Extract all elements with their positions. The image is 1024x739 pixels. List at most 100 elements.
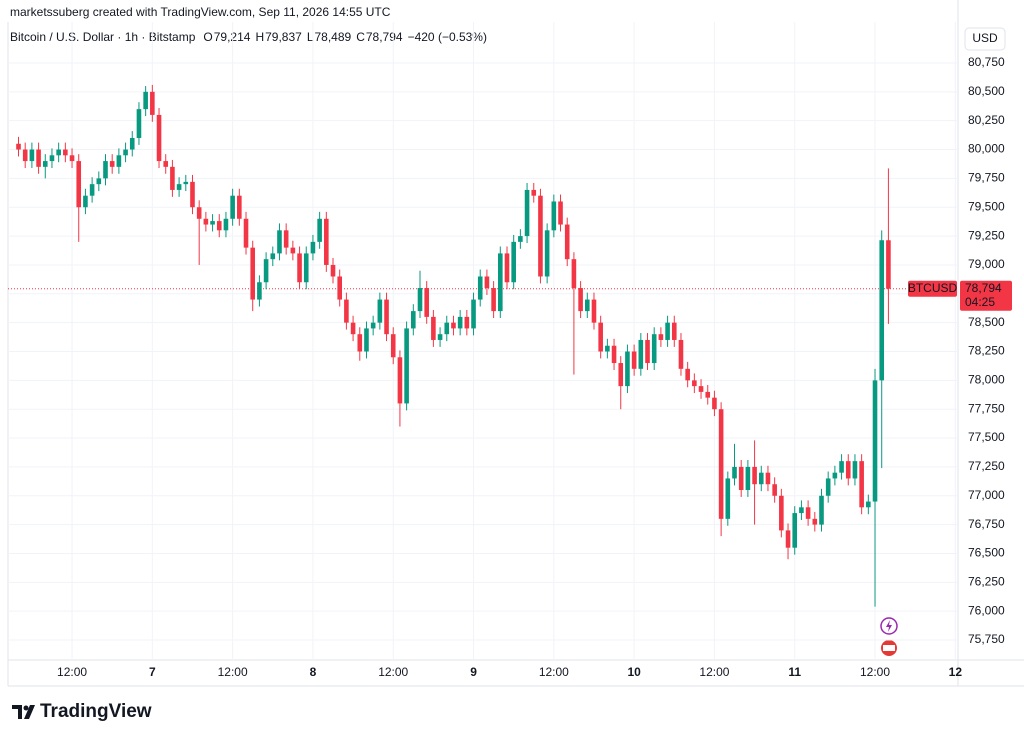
x-tick-label: 12:00 [699, 665, 729, 679]
legend-key: H [255, 30, 264, 44]
candle-body [685, 368, 690, 381]
candle-body [658, 334, 664, 340]
candle-body [618, 363, 624, 387]
candle-body [384, 299, 389, 335]
event-icon-bolt [886, 620, 892, 632]
candle-body [364, 328, 369, 352]
candle-body [116, 155, 122, 167]
candle-body [163, 161, 169, 167]
candle-body [839, 461, 844, 473]
candle-body [825, 478, 831, 496]
candle-body [257, 282, 262, 300]
candle-body [324, 218, 329, 265]
candle-body [317, 218, 322, 242]
y-tick-label: 77,500 [968, 430, 1005, 444]
candle-body [705, 391, 711, 398]
y-tick-label: 77,000 [968, 488, 1005, 502]
candle-body [732, 466, 737, 479]
x-tick-label: 7 [149, 665, 156, 679]
candle-body [651, 334, 657, 364]
symbol-tag-bg [908, 280, 957, 297]
candle-body [471, 299, 476, 329]
price-tag-bg [960, 280, 1012, 311]
legend-key: O [203, 30, 212, 44]
logo-icon-dot [23, 705, 29, 711]
candle-body [497, 253, 503, 312]
candle-body [872, 380, 878, 502]
candle-body [551, 201, 557, 231]
candle-body [491, 288, 496, 312]
y-tick-label: 80,000 [968, 142, 1005, 156]
candle-body [671, 322, 677, 340]
y-tick-label: 76,500 [968, 546, 1005, 560]
candle-body [738, 466, 744, 490]
y-tick-label: 79,000 [968, 257, 1005, 271]
candle-body [578, 288, 583, 312]
candle-body [357, 334, 363, 352]
candle-body [852, 461, 858, 479]
candle-body [564, 224, 570, 260]
x-tick-label: 12:00 [57, 665, 87, 679]
candle-body [69, 155, 75, 162]
candle-body [29, 149, 35, 162]
candle-body [712, 397, 717, 410]
candle-body [397, 357, 403, 404]
candle-body [183, 181, 189, 185]
candle-body [350, 322, 356, 335]
candle-body [36, 149, 41, 167]
candle-body [524, 189, 530, 237]
candle-body [417, 288, 423, 312]
candle-body [571, 259, 577, 289]
y-tick-label: 76,250 [968, 574, 1005, 588]
x-tick-label: 12:00 [539, 665, 569, 679]
candle-body [337, 276, 343, 300]
legend-key: C [356, 30, 365, 44]
logo-icon [12, 705, 35, 719]
candle-body [103, 161, 108, 179]
candle-body [83, 195, 88, 208]
logo: TradingView [12, 701, 152, 722]
candle-body [631, 351, 637, 369]
candle-body [196, 207, 202, 219]
candle-body [879, 240, 885, 381]
candle-body [477, 276, 483, 300]
candle-body [752, 466, 757, 485]
candle-body [297, 253, 302, 283]
candle-body [484, 276, 490, 289]
candle-body [210, 221, 215, 225]
candle-body [49, 155, 55, 162]
y-tick-label: 80,250 [968, 113, 1005, 127]
candle-body [678, 339, 684, 369]
candle-body [16, 143, 21, 150]
candle-body [123, 149, 128, 156]
candle-body [725, 478, 731, 519]
candle-body [96, 178, 102, 185]
candle-body [237, 195, 242, 219]
candle-body [190, 181, 195, 208]
candle-body [531, 189, 537, 196]
candle-body [718, 409, 724, 519]
candle-body [859, 461, 864, 508]
symbol-line: Bitcoin / U.S. Dollar · 1h · Bitstamp [10, 30, 196, 44]
candle-body [457, 316, 463, 329]
candle-body [866, 501, 871, 508]
candle-body [411, 311, 416, 329]
candle-body [263, 259, 269, 283]
logo-text: TradingView [40, 701, 152, 722]
candle-body [156, 114, 162, 162]
currency[interactable]: USD [972, 31, 998, 45]
candle-body [63, 149, 68, 156]
candle-body [76, 161, 82, 208]
candle-body [772, 484, 777, 496]
candle-body [584, 299, 590, 312]
candle-body [22, 149, 28, 162]
candle-body [464, 316, 470, 329]
candle-body [886, 240, 891, 289]
candle-body [310, 241, 316, 254]
currency-box[interactable] [964, 27, 1006, 51]
candle-body [799, 507, 804, 514]
candle-body [605, 345, 610, 352]
candle-body [230, 195, 235, 219]
candle-body [377, 299, 383, 323]
